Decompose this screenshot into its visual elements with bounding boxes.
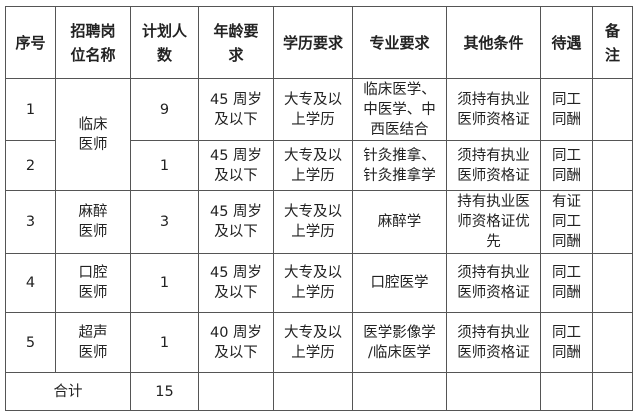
- header-education: 学历要求: [273, 6, 353, 79]
- cell-education: 大专及以 上学历: [273, 140, 353, 191]
- header-count: 计划人 数: [130, 6, 199, 79]
- header-position: 招聘岗 位名称: [55, 6, 131, 79]
- cell-position: 麻醉 医师: [55, 190, 131, 254]
- cell-note: [592, 312, 633, 373]
- cell-count: 1: [130, 312, 199, 373]
- table-row: 1 临床 医师 9 45 周岁 及以下 大专及以 上学历 临床医学、 中医学、中…: [5, 78, 633, 191]
- cell-no: 4: [5, 253, 56, 313]
- table-row: 3 麻醉 医师 3 45 周岁 及以下 大专及以 上学历 麻醉学 持有执业医 师…: [5, 190, 633, 254]
- empty-cell: [352, 372, 447, 411]
- empty-cell: [198, 372, 274, 411]
- cell-major: 医学影像学 /临床医学: [352, 312, 447, 373]
- total-row: 合计 15: [5, 372, 633, 411]
- cell-other: 须持有执业 医师资格证: [446, 140, 541, 191]
- cell-other: 须持有执业 医师资格证: [446, 253, 541, 313]
- header-no: 序号: [5, 6, 56, 79]
- total-label: 合计: [5, 372, 131, 411]
- header-row: 序号 招聘岗 位名称 计划人 数 年龄要 求 学历要求 专业要求 其他条件 待遇…: [5, 6, 633, 79]
- cell-note: [592, 190, 633, 254]
- cell-count: 3: [130, 190, 199, 254]
- empty-cell: [592, 372, 633, 411]
- cell-other: 须持有执业 医师资格证: [446, 78, 541, 141]
- cell-pay: 同工 同酬: [540, 140, 593, 191]
- cell-age: 45 周岁 及以下: [198, 190, 274, 254]
- header-major: 专业要求: [352, 6, 447, 79]
- cell-position: 超声 医师: [55, 312, 131, 373]
- cell-position: 口腔 医师: [55, 253, 131, 313]
- cell-pay: 同工 同酬: [540, 253, 593, 313]
- cell-count: 1: [130, 253, 199, 313]
- cell-education: 大专及以 上学历: [273, 78, 353, 141]
- cell-pay: 同工 同酬: [540, 78, 593, 141]
- header-age: 年龄要 求: [198, 6, 274, 79]
- empty-cell: [273, 372, 353, 411]
- cell-note: [592, 140, 633, 191]
- cell-note: [592, 253, 633, 313]
- cell-note: [592, 78, 633, 141]
- empty-cell: [446, 372, 541, 411]
- cell-no: 1: [5, 78, 56, 141]
- header-pay: 待遇: [540, 6, 593, 79]
- cell-age: 40 周岁 及以下: [198, 312, 274, 373]
- cell-major: 针灸推拿、 针灸推拿学: [352, 140, 447, 191]
- table-row: 4 口腔 医师 1 45 周岁 及以下 大专及以 上学历 口腔医学 须持有执业 …: [5, 253, 633, 313]
- cell-education: 大专及以 上学历: [273, 312, 353, 373]
- cell-position: 临床 医师: [55, 78, 131, 191]
- total-count: 15: [130, 372, 199, 411]
- empty-cell: [540, 372, 593, 411]
- header-note: 备 注: [592, 6, 633, 79]
- cell-age: 45 周岁 及以下: [198, 78, 274, 141]
- cell-count: 9: [130, 78, 199, 141]
- cell-pay: 同工 同酬: [540, 312, 593, 373]
- cell-major: 口腔医学: [352, 253, 447, 313]
- cell-age: 45 周岁 及以下: [198, 253, 274, 313]
- cell-other: 须持有执业 医师资格证: [446, 312, 541, 373]
- cell-count: 1: [130, 140, 199, 191]
- recruitment-table: 序号 招聘岗 位名称 计划人 数 年龄要 求 学历要求 专业要求 其他条件 待遇…: [5, 6, 633, 411]
- cell-age: 45 周岁 及以下: [198, 140, 274, 191]
- cell-education: 大专及以 上学历: [273, 253, 353, 313]
- table-row: 5 超声 医师 1 40 周岁 及以下 大专及以 上学历 医学影像学 /临床医学…: [5, 312, 633, 373]
- cell-no: 5: [5, 312, 56, 373]
- table-row: 2 1 45 周岁 及以下 大专及以 上学历 针灸推拿、 针灸推拿学 须持有执业…: [5, 140, 633, 191]
- cell-other: 持有执业医 师资格证优 先: [446, 190, 541, 254]
- cell-pay: 有证 同工 同酬: [540, 190, 593, 254]
- cell-major: 麻醉学: [352, 190, 447, 254]
- cell-no: 3: [5, 190, 56, 254]
- header-other: 其他条件: [446, 6, 541, 79]
- cell-no: 2: [5, 140, 56, 191]
- cell-major: 临床医学、 中医学、中 西医结合: [352, 78, 447, 141]
- cell-education: 大专及以 上学历: [273, 190, 353, 254]
